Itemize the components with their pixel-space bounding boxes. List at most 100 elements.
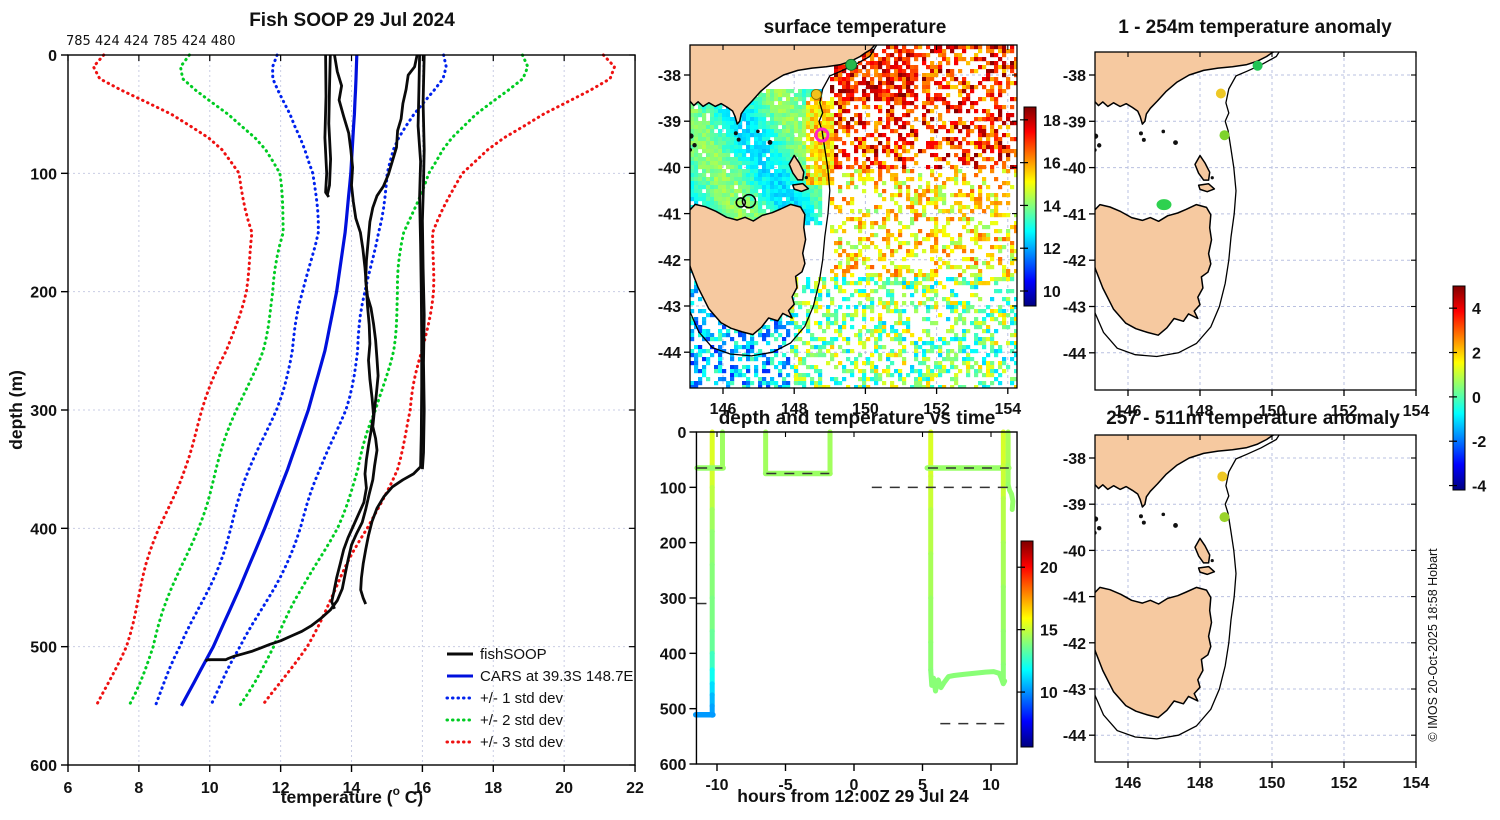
sst-pixel [938,81,943,86]
sst-pixel [714,113,719,118]
sst-pixel [862,137,867,142]
sst-pixel [890,193,895,198]
sst-pixel [782,109,787,114]
sst-pixel [930,49,935,54]
sst-pixel [822,337,827,342]
sst-pixel [914,217,919,222]
sst-pixel [806,197,811,202]
sst-pixel [874,337,879,342]
sst-pixel [934,321,939,326]
sst-pixel [794,149,799,154]
sst-pixel [914,69,919,74]
sst-pixel [906,285,911,290]
sst-pixel [1010,113,1015,118]
colorbar-tick-label: 10 [1043,284,1061,301]
sst-pixel [950,73,955,78]
sst-pixel [726,193,731,198]
sst-pixel [886,65,891,70]
fishsoop-profile-line [323,54,330,198]
cast-bottom-track [1005,482,1016,512]
sst-pixel [834,353,839,358]
sst-pixel [734,193,739,198]
sst-pixel [698,125,703,130]
sst-pixel [710,205,715,210]
sst-pixel [694,133,699,138]
sst-pixel [806,113,811,118]
sst-pixel [934,249,939,254]
sst-pixel [690,317,695,322]
sst-pixel [946,101,951,106]
sst-pixel [750,197,755,202]
sst-pixel [898,133,903,138]
sst-pixel [698,165,703,170]
sst-pixel [974,205,979,210]
sst-pixel [974,197,979,202]
sst-pixel [750,101,755,106]
sst-pixel [974,281,979,286]
sst-pixel [930,273,935,278]
sst-pixel [966,329,971,334]
sst-pixel [962,205,967,210]
sst-pixel [886,117,891,122]
sst-pixel [846,81,851,86]
sst-pixel [910,197,915,202]
sst-pixel [962,45,967,50]
sst-pixel [902,145,907,150]
sst-pixel [962,321,967,326]
sst-pixel [846,369,851,374]
sst-pixel [874,129,879,134]
sst-pixel [986,133,991,138]
sst-pixel [1002,169,1007,174]
sst-pixel [694,193,699,198]
sst-pixel [970,189,975,194]
sst-pixel [886,149,891,154]
sst-pixel [778,325,783,330]
sst-pixel [906,53,911,58]
sst-pixel [754,113,759,118]
sst-pixel [706,157,711,162]
sst-pixel [902,77,907,82]
sst-pixel [738,177,743,182]
sst-pixel [966,97,971,102]
sst-pixel [998,109,1003,114]
sst-pixel [910,341,915,346]
sst-pixel [882,97,887,102]
sst-pixel [870,273,875,278]
sst-pixel [962,269,967,274]
sst-pixel [978,369,983,374]
sst-pixel [710,121,715,126]
sst-pixel [690,197,695,202]
observation-marker [1156,199,1172,211]
x-tick-label: 10 [201,780,219,797]
sst-pixel [774,169,779,174]
eddy-contour [741,193,757,209]
sst-pixel [890,149,895,154]
sst-pixel [890,281,895,286]
sst-pixel [894,165,899,170]
sst-pixel [918,269,923,274]
sst-pixel [710,185,715,190]
sst-pixel [854,245,859,250]
sst-pixel [878,141,883,146]
sst-pixel [862,305,867,310]
sst-pixel [702,109,707,114]
sst-pixel [922,57,927,62]
sst-pixel [1006,365,1011,370]
sst-pixel [846,173,851,178]
sst-pixel [898,333,903,338]
sst-pixel [926,125,931,130]
sst-pixel [830,133,835,138]
sst-pixel [966,369,971,374]
sst-pixel [830,149,835,154]
sst-pixel [754,341,759,346]
sst-pixel [726,201,731,206]
sst-pixel [818,105,823,110]
sst-pixel [974,45,979,50]
sst-pixel [946,209,951,214]
sst-pixel [870,361,875,366]
sst-pixel [854,157,859,162]
sst-pixel [714,149,719,154]
sst-pixel [978,297,983,302]
sst-pixel [690,125,695,130]
sst-pixel [1002,245,1007,250]
